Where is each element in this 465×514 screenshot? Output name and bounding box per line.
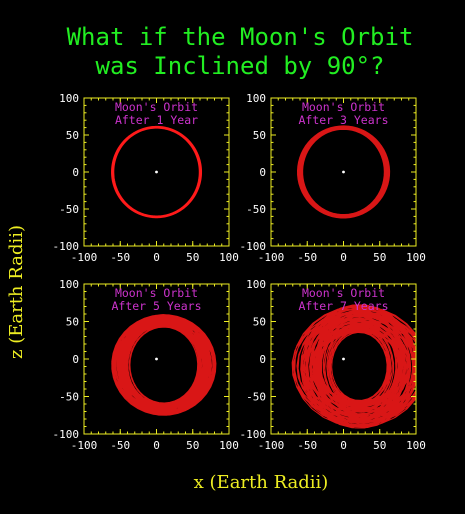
y-tick-label: -50 <box>59 203 79 216</box>
y-tick-label: 100 <box>246 278 266 291</box>
y-tick-label: 50 <box>66 129 79 142</box>
x-tick-label: -50 <box>297 251 317 264</box>
figure-title-line2: was Inclined by 90°? <box>96 52 385 80</box>
x-tick-label: -50 <box>297 439 317 452</box>
x-tick-label: -100 <box>258 251 285 264</box>
panel-label-line1: Moon's Orbit <box>302 286 385 300</box>
x-tick-label: 100 <box>406 439 426 452</box>
y-tick-label: -50 <box>246 203 266 216</box>
x-tick-label: 0 <box>340 439 347 452</box>
x-tick-label: -100 <box>258 439 285 452</box>
orbit-trace <box>291 304 416 429</box>
y-tick-label: 50 <box>253 316 266 329</box>
orbit-trace <box>111 314 217 416</box>
y-tick-label: 0 <box>72 166 79 179</box>
x-axis-label: x (Earth Radii) <box>194 472 329 493</box>
orbit-trace <box>296 125 391 219</box>
x-tick-label: -100 <box>71 251 98 264</box>
x-tick-label: 0 <box>153 439 160 452</box>
x-tick-label: 100 <box>219 251 239 264</box>
y-tick-label: 100 <box>59 92 79 105</box>
y-axis-label: z (Earth Radii) <box>6 225 27 359</box>
orbit-panel-2: -100 -50 0 50 100 -100 -50 0 50 100 Moon's OrbitAf… <box>240 92 426 264</box>
panel-label-line2: After 1 Year <box>115 113 198 127</box>
y-tick-label: -100 <box>240 240 267 253</box>
y-tick-label: -100 <box>240 428 267 441</box>
panel-label-line2: After 7 Years <box>298 299 388 313</box>
x-tick-label: 50 <box>186 251 199 264</box>
y-tick-label: 100 <box>59 278 79 291</box>
panel-label-line2: After 3 Years <box>298 113 388 127</box>
y-tick-label: 50 <box>66 316 79 329</box>
x-tick-label: -50 <box>110 251 130 264</box>
x-tick-label: 50 <box>373 251 386 264</box>
earth-marker <box>155 170 158 174</box>
y-tick-label: 50 <box>253 129 266 142</box>
x-tick-label: 0 <box>153 251 160 264</box>
panel-label-line1: Moon's Orbit <box>302 100 385 114</box>
x-tick-label: 100 <box>219 439 239 452</box>
earth-marker <box>155 357 158 361</box>
y-tick-label: -100 <box>53 240 80 253</box>
panel-label-line1: Moon's Orbit <box>115 100 198 114</box>
y-tick-label: -50 <box>246 391 266 404</box>
panel-label-line1: Moon's Orbit <box>115 286 198 300</box>
y-tick-label: 0 <box>259 353 266 366</box>
orbit-trace <box>111 125 203 219</box>
x-tick-label: -50 <box>110 439 130 452</box>
figure-title-line1: What if the Moon's Orbit <box>67 23 414 51</box>
y-tick-label: 0 <box>259 166 266 179</box>
y-tick-label: 100 <box>246 92 266 105</box>
y-tick-label: -100 <box>53 428 80 441</box>
orbit-panel-4: -100 -50 0 50 100 -100 -50 0 50 100 Moon's OrbitAf… <box>240 278 426 452</box>
y-tick-label: -50 <box>59 391 79 404</box>
panel-label-line2: After 5 Years <box>111 299 201 313</box>
x-tick-label: -100 <box>71 439 98 452</box>
x-tick-label: 0 <box>340 251 347 264</box>
x-tick-label: 100 <box>406 251 426 264</box>
x-tick-label: 50 <box>186 439 199 452</box>
orbit-panel-3: -100 -50 0 50 100 -100 -50 0 50 100 Moon's OrbitAf… <box>53 278 239 452</box>
orbit-panel-1: -100 -50 0 50 100 -100 -50 0 50 100 Moon's OrbitAf… <box>53 92 239 264</box>
x-tick-label: 50 <box>373 439 386 452</box>
y-tick-label: 0 <box>72 353 79 366</box>
earth-marker <box>342 357 345 361</box>
earth-marker <box>342 170 345 174</box>
